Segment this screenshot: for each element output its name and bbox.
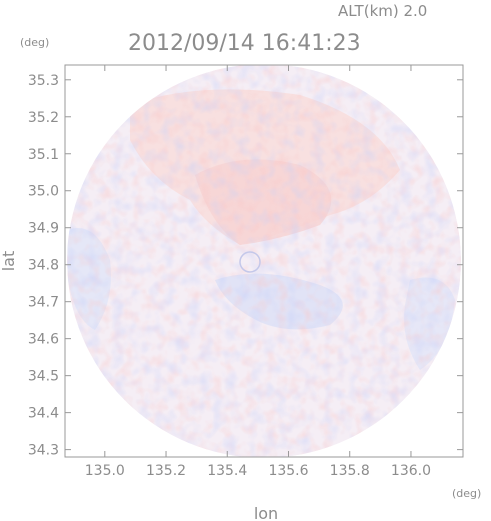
x-tick-label: 135.8 — [330, 463, 370, 479]
altitude-label: ALT(km) 2.0 — [338, 2, 427, 20]
x-axis: 135.0 135.2 135.4 135.6 135.8 136.0 — [85, 65, 431, 479]
plot-frame — [64, 64, 464, 458]
x-tick-label: 135.6 — [268, 463, 308, 479]
timestamp-title: 2012/09/14 16:41:23 — [128, 31, 361, 56]
x-unit-label: (deg) — [452, 487, 481, 500]
x-axis-label: lon — [254, 504, 278, 521]
y-tick-label: 35.2 — [28, 110, 59, 126]
y-tick-label: 34.4 — [28, 406, 59, 422]
y-tick-label: 34.8 — [28, 258, 59, 274]
x-tick-label: 136.0 — [391, 463, 431, 479]
x-tick-label: 135.2 — [146, 463, 186, 479]
y-tick-label: 35.1 — [28, 147, 59, 163]
y-tick-label: 34.6 — [28, 332, 59, 348]
y-tick-label: 35.0 — [28, 184, 59, 200]
y-unit-label: (deg) — [20, 36, 49, 49]
y-tick-label: 34.9 — [28, 221, 59, 237]
speckle-noise — [67, 65, 461, 457]
y-tick-label: 34.7 — [28, 295, 59, 311]
y-tick-label: 34.3 — [28, 443, 59, 459]
y-tick-label: 34.5 — [28, 369, 59, 385]
x-tick-label: 135.0 — [85, 463, 125, 479]
y-tick-label: 35.3 — [28, 73, 59, 89]
heatmap-area — [67, 65, 461, 457]
y-axis: 34.3 34.4 34.5 34.6 34.7 34.8 34.9 35.0 35.1 35.2… — [28, 73, 463, 459]
center-ring — [239, 251, 261, 273]
x-tick-label: 135.4 — [207, 463, 247, 479]
y-axis-label: lat — [0, 251, 18, 272]
